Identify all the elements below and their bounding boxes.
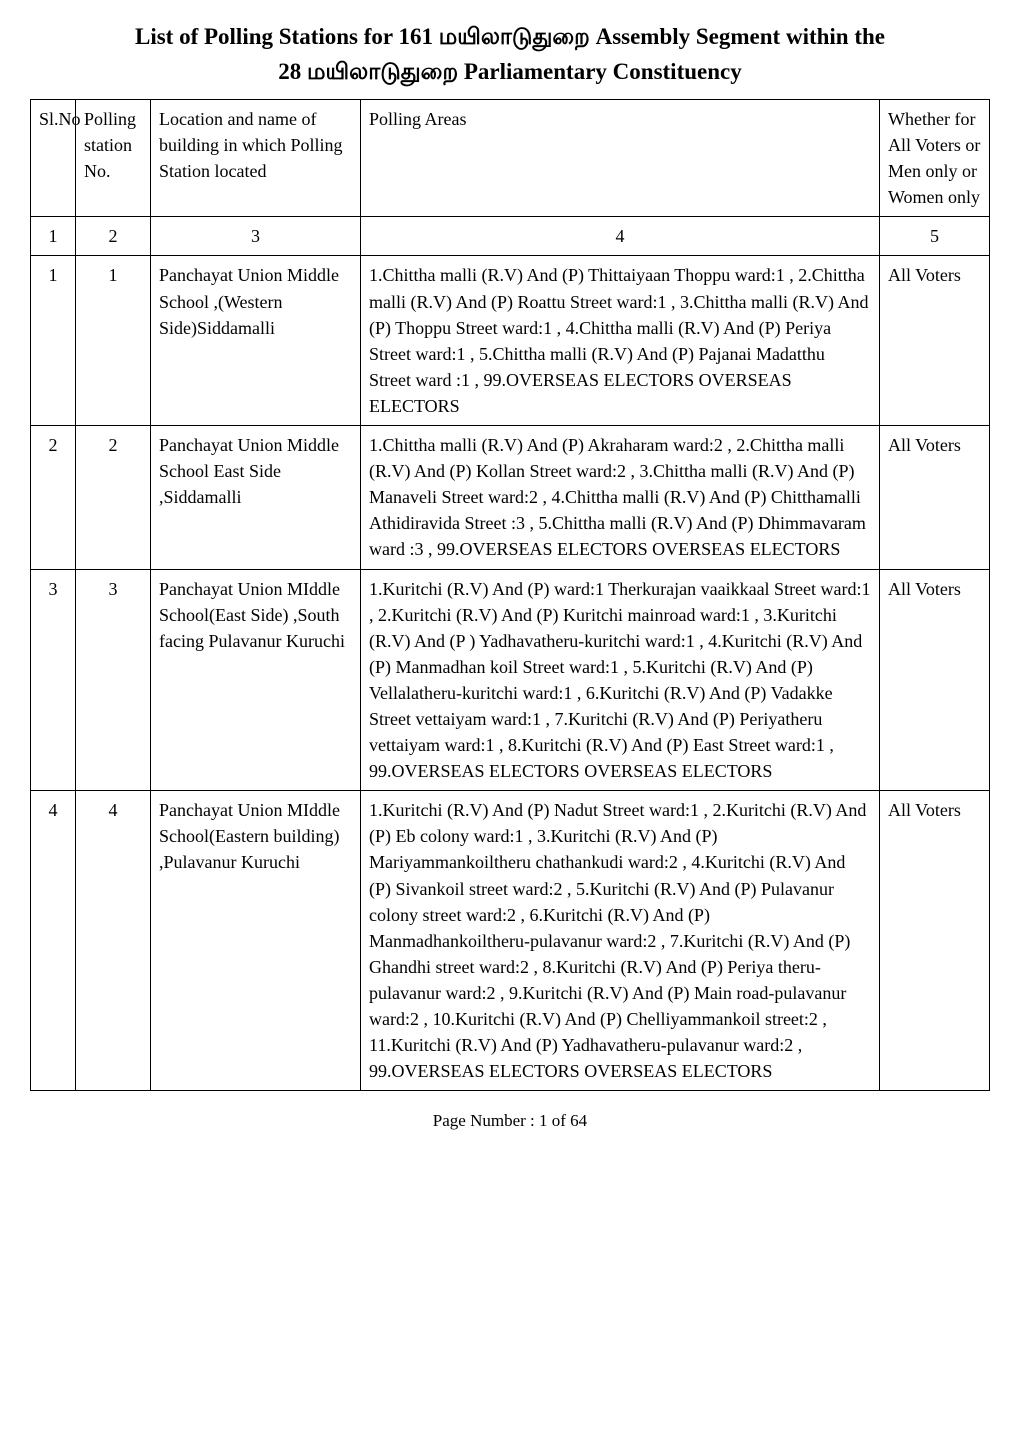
page-footer: Page Number : 1 of 64 (30, 1111, 990, 1131)
table-row: 1 1 Panchayat Union Middle School ,(West… (31, 256, 990, 426)
header-whether: Whether for All Voters or Men only or Wo… (880, 100, 990, 217)
cell-slno: 3 (31, 569, 76, 791)
table-row: 3 3 Panchayat Union MIddle School(East S… (31, 569, 990, 791)
cell-station: 3 (76, 569, 151, 791)
cell-station: 4 (76, 791, 151, 1091)
cell-station: 2 (76, 426, 151, 569)
numcol-2: 2 (76, 217, 151, 256)
numcol-5: 5 (880, 217, 990, 256)
cell-location: Panchayat Union Middle School ,(Western … (151, 256, 361, 426)
table-row: 2 2 Panchayat Union Middle School East S… (31, 426, 990, 569)
title-line2-prefix: 28 (278, 59, 307, 84)
cell-slno: 2 (31, 426, 76, 569)
numcol-3: 3 (151, 217, 361, 256)
cell-location: Panchayat Union MIddle School(Eastern bu… (151, 791, 361, 1091)
cell-location: Panchayat Union Middle School East Side … (151, 426, 361, 569)
header-location: Location and name of building in which P… (151, 100, 361, 217)
cell-station: 1 (76, 256, 151, 426)
table-number-row: 1 2 3 4 5 (31, 217, 990, 256)
title-line1-tamil: மயிலாடுதுறை (439, 24, 590, 49)
cell-areas: 1.Kuritchi (R.V) And (P) ward:1 Therkura… (361, 569, 880, 791)
page-title: List of Polling Stations for 161 மயிலாடு… (30, 20, 990, 89)
cell-areas: 1.Chittha malli (R.V) And (P) Thittaiyaa… (361, 256, 880, 426)
table-row: 4 4 Panchayat Union MIddle School(Easter… (31, 791, 990, 1091)
header-areas: Polling Areas (361, 100, 880, 217)
numcol-1: 1 (31, 217, 76, 256)
polling-stations-table: Sl.No Polling station No. Location and n… (30, 99, 990, 1091)
cell-slno: 1 (31, 256, 76, 426)
cell-whether: All Voters (880, 256, 990, 426)
title-line1-prefix: List of Polling Stations for 161 (135, 24, 439, 49)
header-polling: Polling station No. (76, 100, 151, 217)
title-line2-tamil: மயிலாடுதுறை (307, 59, 458, 84)
numcol-4: 4 (361, 217, 880, 256)
cell-whether: All Voters (880, 791, 990, 1091)
cell-whether: All Voters (880, 569, 990, 791)
header-slno: Sl.No (31, 100, 76, 217)
cell-slno: 4 (31, 791, 76, 1091)
cell-whether: All Voters (880, 426, 990, 569)
cell-location: Panchayat Union MIddle School(East Side)… (151, 569, 361, 791)
table-header-row: Sl.No Polling station No. Location and n… (31, 100, 990, 217)
cell-areas: 1.Chittha malli (R.V) And (P) Akraharam … (361, 426, 880, 569)
title-line2-suffix: Parliamentary Constituency (458, 59, 742, 84)
cell-areas: 1.Kuritchi (R.V) And (P) Nadut Street wa… (361, 791, 880, 1091)
title-line1-suffix: Assembly Segment within the (590, 24, 885, 49)
